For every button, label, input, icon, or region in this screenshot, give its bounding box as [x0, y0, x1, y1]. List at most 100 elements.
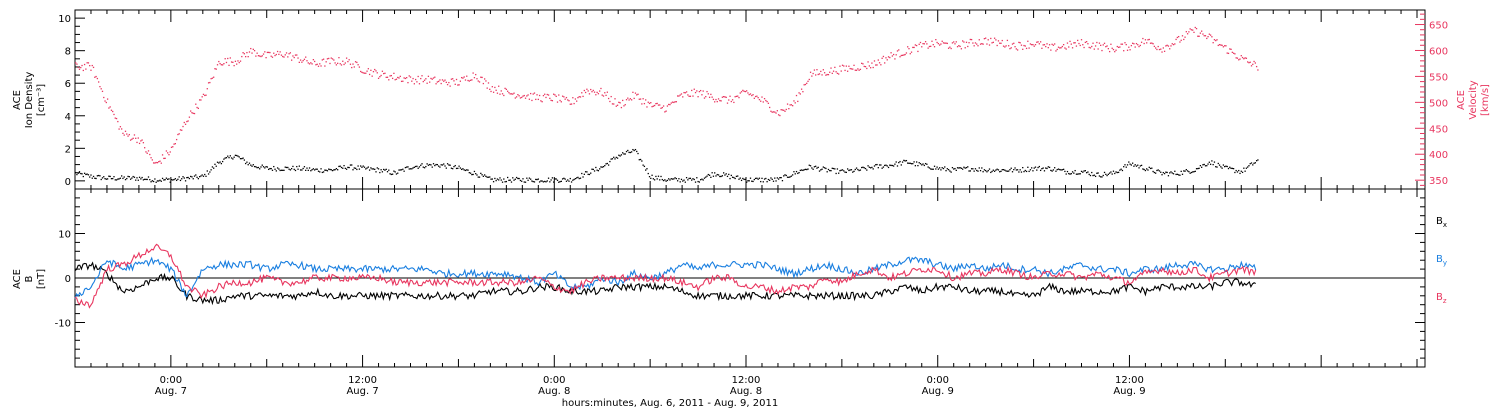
plasma-series-1-point: [889, 56, 891, 59]
plasma-series-0-point: [261, 164, 263, 166]
plasma-series-0-point: [556, 179, 559, 181]
plasma-series-0-point: [587, 173, 589, 176]
plasma-series-0-point: [89, 176, 91, 178]
plasma-series-1-point: [398, 77, 400, 79]
plasma-series-0-point: [292, 165, 294, 168]
plasma-series-0-point: [498, 179, 500, 181]
plasma-series-1-point: [752, 94, 754, 96]
plasma-series-0-point: [591, 168, 593, 170]
plasma-series-0-point: [763, 178, 766, 180]
plasma-series-1-point: [610, 95, 612, 98]
plasma-series-0-point: [1162, 171, 1164, 174]
plasma-series-0-point: [551, 177, 554, 179]
plasma-series-1-point: [1115, 49, 1117, 51]
plasma-series-0-point: [679, 181, 681, 183]
plasma-series-1-point: [1059, 47, 1061, 49]
plasma-series-1-point: [1125, 43, 1127, 46]
plasma-series-1-point: [877, 59, 879, 61]
plasma-series-1-point: [923, 43, 925, 45]
plasma-series-1-point: [269, 51, 271, 54]
plasma-series-0-point: [342, 167, 344, 169]
plasma-series-0-point: [632, 148, 634, 151]
plasma-series-0-point: [381, 171, 384, 173]
plasma-series-1-point: [385, 76, 387, 79]
plasma-series-0-point: [946, 168, 948, 170]
plasma-series-1-point: [379, 76, 381, 78]
plasma-series-0-point: [659, 179, 661, 181]
plasma-series-1-point: [1041, 47, 1043, 49]
plasma-series-0-point: [960, 167, 963, 169]
plasma-series-0-point: [195, 174, 197, 176]
plasma-series-1-point: [1117, 46, 1120, 49]
plasma-series-0-point: [1245, 167, 1248, 169]
plasma-series-0-point: [452, 168, 454, 170]
plasma-series-0-point: [1221, 167, 1223, 169]
plasma-series-1-point: [430, 77, 432, 80]
plasma-series-0-point: [200, 175, 202, 177]
plasma-series-1-point: [774, 111, 776, 113]
plasma-series-1-point: [174, 143, 176, 145]
plasma-series-1-point: [569, 103, 571, 105]
plasma-series-1-point: [541, 101, 543, 103]
plasma-series-0-point: [564, 178, 566, 180]
plasma-series-0-point: [307, 169, 309, 172]
plasma-series-1-point: [701, 94, 703, 96]
plasma-series-1-point: [886, 59, 888, 61]
plasma-series-0-point: [274, 168, 276, 170]
plasma-series-0-point: [762, 181, 764, 183]
plasma-series-0-point: [567, 179, 569, 181]
plasma-series-0-point: [540, 180, 542, 182]
plasma-series-0-point: [298, 165, 300, 167]
plasma-series-0-point: [899, 160, 901, 163]
plasma-series-0-point: [872, 168, 874, 170]
plasma-series-0-point: [181, 178, 183, 180]
plasma-series-1-point: [613, 103, 615, 105]
plasma-series-0-point: [310, 170, 312, 172]
plasma-series-1-point: [159, 160, 161, 162]
plasma-series-0-point: [855, 167, 858, 169]
plasma-series-1-point: [712, 98, 715, 101]
plasma-series-1-point: [988, 44, 991, 46]
plasma-series-0-point: [427, 164, 430, 166]
plasma-series-1-point: [987, 39, 989, 41]
plasma-series-0-point: [669, 179, 671, 181]
plasma-series-0-point: [568, 180, 570, 182]
plasma-series-0-point: [1199, 164, 1202, 167]
plasma-series-1-point: [1239, 58, 1241, 60]
plasma-series-1-point: [100, 88, 102, 90]
plasma-series-1-point: [1180, 39, 1182, 41]
plasma-series-1-point: [426, 82, 428, 84]
plasma-series-0-point: [885, 164, 887, 166]
plasma-series-1-point: [225, 61, 228, 64]
plasma-series-0-point: [774, 177, 776, 179]
plasma-series-0-point: [234, 154, 237, 156]
plasma-series-0-point: [406, 166, 408, 168]
plasma-series-0-point: [1227, 167, 1230, 170]
plasma-series-1-point: [526, 95, 528, 97]
plasma-series-1-point: [561, 95, 564, 97]
plasma-series-1-point: [725, 96, 727, 99]
plasma-series-1-point: [1170, 45, 1172, 47]
plasma-series-0-point: [723, 172, 725, 174]
plasma-series-1-point: [767, 102, 770, 104]
plasma-series-1-point: [154, 162, 156, 164]
plasma-series-0-point: [312, 168, 315, 170]
plasma-series-0-point: [163, 179, 165, 181]
plasma-series-1-point: [625, 99, 628, 101]
plasma-series-1-point: [1123, 50, 1125, 52]
plasma-series-0-point: [503, 178, 505, 180]
plasma-series-1-point: [124, 130, 127, 132]
plasma-series-0-point: [977, 170, 979, 172]
plasma-series-0-point: [682, 180, 684, 182]
plasma-series-0-point: [769, 179, 771, 181]
plasma-series-1-point: [1184, 36, 1186, 38]
plasma-series-0-point: [784, 174, 786, 176]
plasma-series-1-point: [1131, 42, 1134, 44]
plasma-series-0-point: [422, 166, 424, 168]
plasma-series-1-point: [933, 46, 936, 48]
plasma-series-0-point: [109, 175, 111, 178]
plasma-series-1-point: [183, 121, 185, 124]
plasma-series-1-point: [1243, 58, 1245, 60]
plasma-series-1-point: [661, 106, 663, 109]
plasma-series-0-point: [657, 175, 660, 177]
